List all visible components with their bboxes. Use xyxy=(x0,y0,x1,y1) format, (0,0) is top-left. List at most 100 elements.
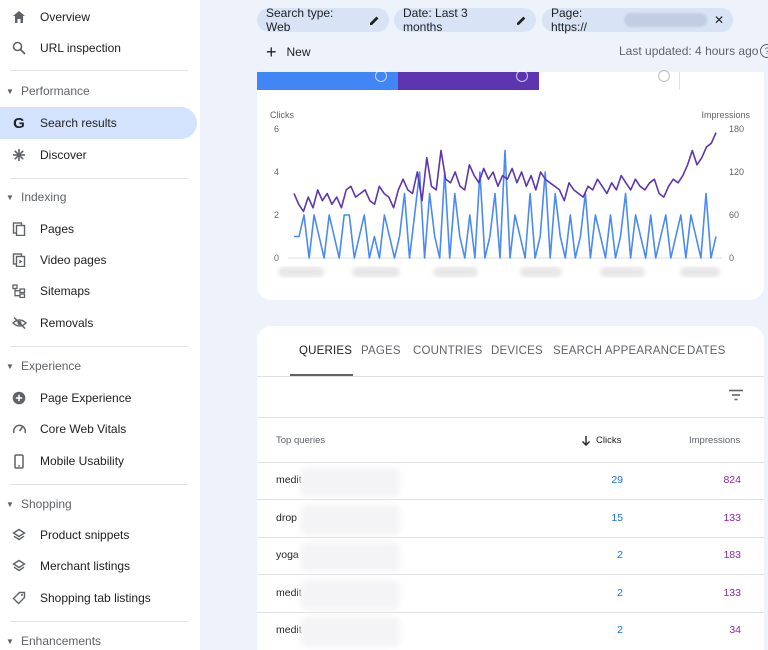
metric-info-icon xyxy=(658,70,670,82)
section-indexing[interactable]: ▼ Indexing xyxy=(0,187,190,207)
sidebar-item-label: Shopping tab listings xyxy=(40,591,151,605)
divider xyxy=(10,484,188,485)
google-g-icon: G xyxy=(13,114,25,132)
sidebar-item-label: Overview xyxy=(40,10,91,24)
query-cell: drop xyxy=(276,512,298,524)
sidebar-item-sitemaps[interactable]: Sitemaps xyxy=(0,275,197,307)
metric-tab-ctr[interactable] xyxy=(539,72,680,90)
impressions-cell: 34 xyxy=(729,624,741,636)
impressions-cell: 183 xyxy=(723,549,741,561)
divider xyxy=(257,376,764,377)
metric-info-icon xyxy=(516,70,528,82)
edit-icon[interactable] xyxy=(369,15,380,26)
divider xyxy=(10,621,188,622)
sidebar-item-label: URL inspection xyxy=(40,41,121,55)
tag-icon xyxy=(11,590,27,606)
sidebar-item-url-inspection[interactable]: URL inspection xyxy=(0,32,197,64)
caret-down-icon: ▼ xyxy=(6,499,14,509)
filter-chip-label: Search type: Web xyxy=(266,6,334,34)
sidebar-item-search-results[interactable]: G Search results xyxy=(0,107,197,139)
filter-icon[interactable] xyxy=(728,389,744,401)
sidebar: Overview URL inspection ▼ Performance G … xyxy=(0,0,200,650)
sidebar-item-pages[interactable]: Pages xyxy=(0,213,197,245)
redacted-query xyxy=(300,505,400,535)
sitemap-icon xyxy=(11,283,27,299)
filter-chip-label: Date: Last 3 months xyxy=(403,6,468,34)
sidebar-item-mobile-usability[interactable]: Mobile Usability xyxy=(0,445,197,477)
section-experience[interactable]: ▼ Experience xyxy=(0,356,190,376)
divider xyxy=(257,462,764,463)
redacted-query xyxy=(300,580,400,610)
tab-queries[interactable]: QUERIES xyxy=(299,345,353,357)
caret-down-icon: ▼ xyxy=(6,361,14,371)
tab-devices[interactable]: DEVICES xyxy=(491,345,543,357)
sidebar-item-overview[interactable]: Overview xyxy=(0,1,197,33)
divider xyxy=(257,574,764,575)
new-button[interactable]: + New xyxy=(266,42,311,62)
filter-chip-label: Page: https:// xyxy=(551,6,588,34)
sidebar-item-label: Merchant listings xyxy=(40,559,131,573)
tab-pages[interactable]: PAGES xyxy=(361,345,401,357)
divider xyxy=(257,612,764,613)
filter-chip-date[interactable]: Date: Last 3 months xyxy=(394,6,536,34)
column-header-clicks-label: Clicks xyxy=(596,435,622,446)
performance-chart-card xyxy=(257,72,764,300)
redacted-url xyxy=(623,13,707,27)
plus-icon: + xyxy=(266,42,277,62)
close-icon[interactable]: ✕ xyxy=(713,13,724,27)
sidebar-item-label: Core Web Vitals xyxy=(40,422,127,436)
query-cell: yoga xyxy=(276,549,299,561)
column-header-clicks[interactable]: Clicks xyxy=(581,435,621,446)
sidebar-item-product-snippets[interactable]: Product snippets xyxy=(0,519,197,551)
sidebar-item-discover[interactable]: Discover xyxy=(0,139,197,171)
tab-countries[interactable]: COUNTRIES xyxy=(413,345,483,357)
sidebar-item-label: Video pages xyxy=(40,253,107,267)
filter-chip-page[interactable]: Page: https:// ✕ xyxy=(542,6,733,34)
sidebar-item-label: Pages xyxy=(40,222,75,236)
tab-dates[interactable]: DATES xyxy=(687,345,726,357)
section-enhancements[interactable]: ▼ Enhancements xyxy=(0,631,190,650)
pages-icon xyxy=(11,221,27,237)
sidebar-item-core-web-vitals[interactable]: Core Web Vitals xyxy=(0,413,197,445)
clicks-cell: 2 xyxy=(617,587,623,599)
sidebar-item-label: Search results xyxy=(40,116,117,130)
redacted-query xyxy=(300,617,400,647)
layers-icon xyxy=(11,527,27,543)
column-header-query[interactable]: Top queries xyxy=(276,435,326,446)
clicks-cell: 2 xyxy=(617,549,623,561)
divider xyxy=(10,346,188,347)
section-label: Indexing xyxy=(21,190,67,204)
query-cell: medit xyxy=(276,474,302,486)
filter-chip-search-type[interactable]: Search type: Web xyxy=(257,6,389,34)
sidebar-item-label: Discover xyxy=(40,148,87,162)
redacted-query xyxy=(300,467,400,497)
divider xyxy=(257,417,764,418)
help-icon[interactable]: ? xyxy=(760,44,768,58)
gauge-icon xyxy=(11,421,27,437)
metric-tab-impressions[interactable] xyxy=(398,72,539,90)
home-icon xyxy=(11,9,27,25)
caret-down-icon: ▼ xyxy=(6,86,14,96)
section-shopping[interactable]: ▼ Shopping xyxy=(0,494,190,514)
sidebar-item-removals[interactable]: Removals xyxy=(0,307,197,339)
impressions-cell: 133 xyxy=(723,512,741,524)
tab-search-appearance[interactable]: SEARCH APPEARANCE xyxy=(553,345,686,357)
sidebar-item-merchant-listings[interactable]: Merchant listings xyxy=(0,550,197,582)
divider xyxy=(257,537,764,538)
last-updated-text: Last updated: 4 hours ago xyxy=(619,44,759,58)
edit-icon[interactable] xyxy=(516,15,527,26)
section-performance[interactable]: ▼ Performance xyxy=(0,81,190,101)
eye-off-icon xyxy=(11,315,27,331)
plus-circle-icon xyxy=(11,390,27,406)
sidebar-item-shopping-tab-listings[interactable]: Shopping tab listings xyxy=(0,582,197,614)
layers-icon xyxy=(11,558,27,574)
impressions-cell: 133 xyxy=(723,587,741,599)
column-header-impressions[interactable]: Impressions xyxy=(689,435,741,446)
sidebar-item-label: Mobile Usability xyxy=(40,454,125,468)
section-label: Experience xyxy=(21,359,82,373)
sidebar-item-page-experience[interactable]: Page Experience xyxy=(0,382,197,414)
sidebar-item-video-pages[interactable]: Video pages xyxy=(0,244,197,276)
clicks-cell: 2 xyxy=(617,624,623,636)
metric-tab-clicks[interactable] xyxy=(257,72,398,90)
clicks-cell: 15 xyxy=(611,512,623,524)
